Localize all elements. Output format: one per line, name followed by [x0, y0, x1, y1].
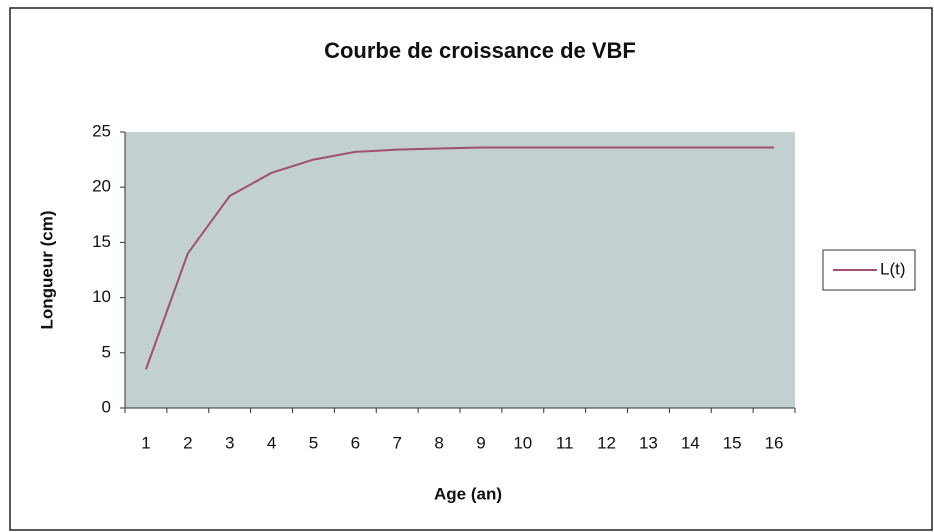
- chart-title: Courbe de croissance de VBF: [324, 38, 636, 63]
- x-tick-label: 1: [141, 433, 150, 452]
- x-tick-label: 10: [513, 433, 532, 452]
- y-axis-label: Longueur (cm): [37, 211, 56, 330]
- x-tick-label: 3: [225, 433, 234, 452]
- x-tick-label: 8: [434, 433, 443, 452]
- x-tick-label: 11: [556, 433, 574, 452]
- y-tick-label: 25: [92, 121, 111, 140]
- x-tick-label: 6: [351, 433, 360, 452]
- line-series: [144, 146, 775, 370]
- x-tick-label: 2: [183, 433, 192, 452]
- x-tick-label: 9: [476, 433, 485, 452]
- legend-label: L(t): [880, 259, 906, 278]
- x-tick-label: 5: [309, 433, 318, 452]
- y-tick-label: 10: [92, 287, 111, 306]
- x-axis-label: Age (an): [434, 484, 502, 503]
- y-tick-label: 15: [92, 232, 111, 251]
- x-tick-label: 12: [597, 433, 616, 452]
- x-tick-label: 16: [765, 433, 784, 452]
- x-tick-label: 4: [267, 433, 276, 452]
- x-tick-label: 15: [723, 433, 742, 452]
- x-tick-label: 13: [639, 433, 658, 452]
- y-tick-label: 20: [92, 177, 111, 196]
- y-tick-label: 0: [102, 397, 111, 416]
- x-tick-label: 14: [681, 433, 700, 452]
- plot-area: [125, 132, 795, 408]
- x-tick-label: 7: [392, 433, 401, 452]
- y-tick-label: 5: [102, 342, 111, 361]
